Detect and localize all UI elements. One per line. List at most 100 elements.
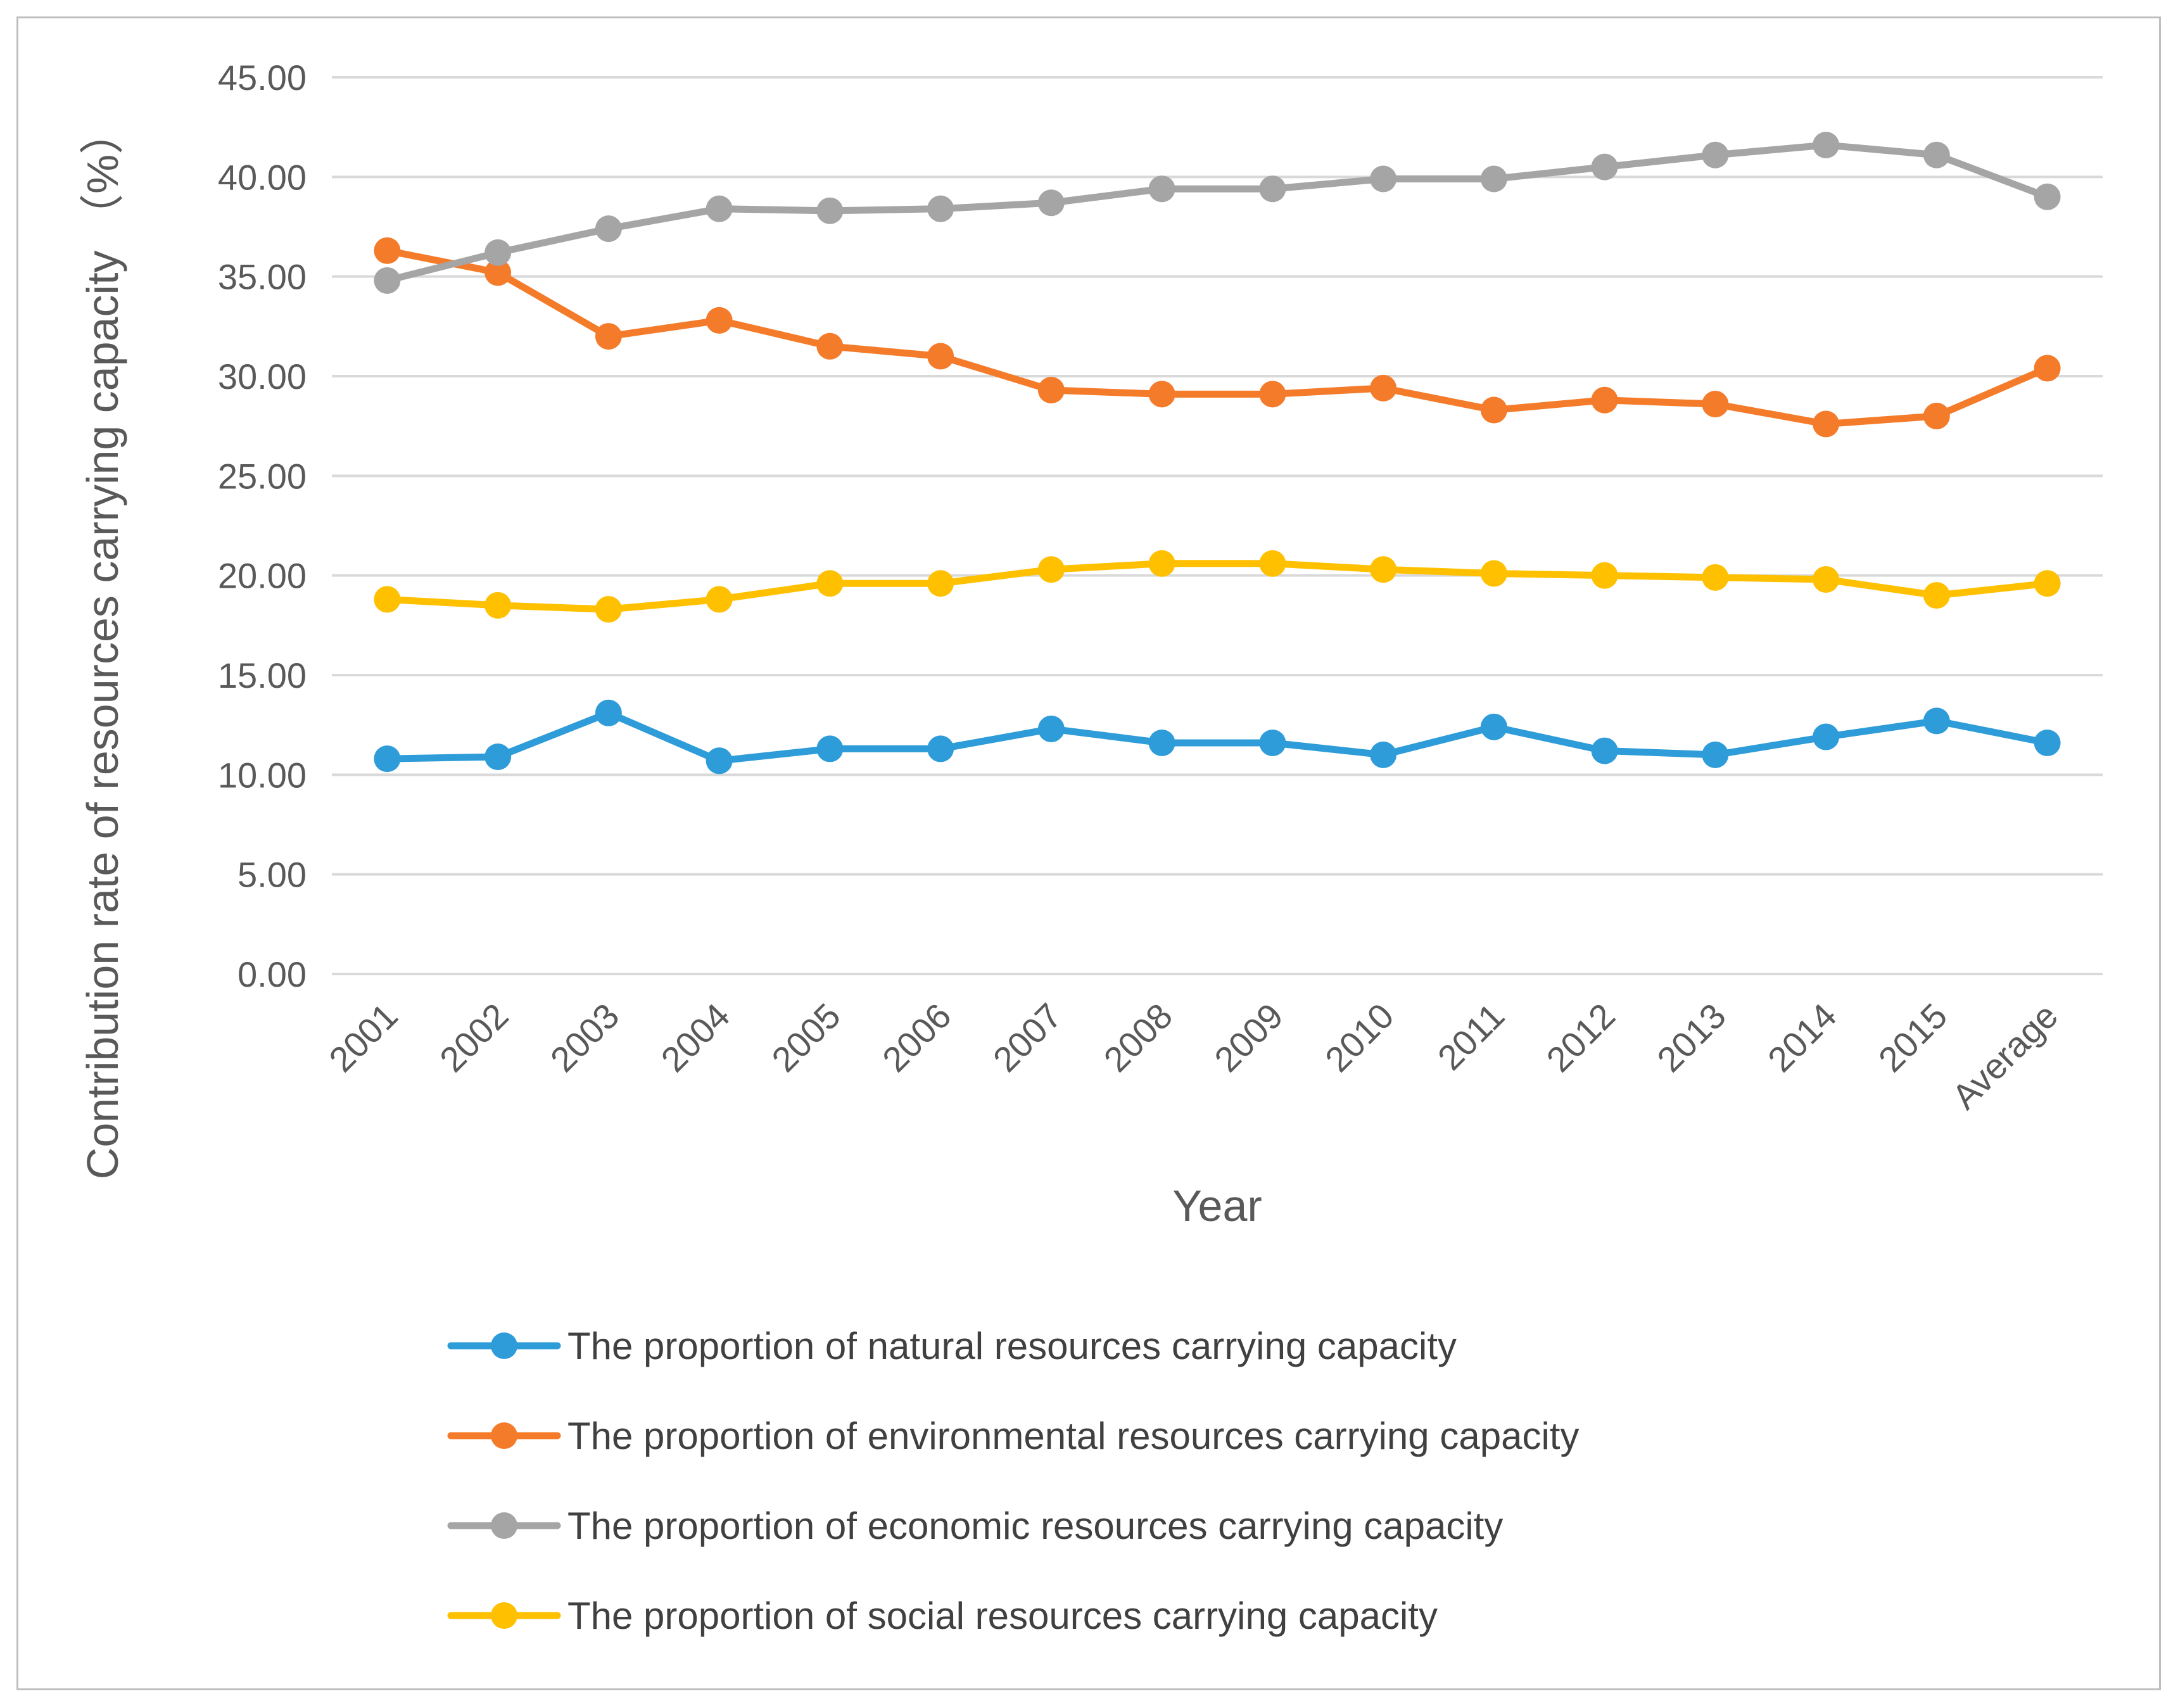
data-point xyxy=(1813,131,1840,158)
data-point xyxy=(1370,741,1397,768)
y-tick-label: 10.00 xyxy=(218,755,307,795)
y-axis-ticks: 0.00 5.00 10.00 15.00 20.00 25.00 30.00 35.00 40… xyxy=(218,58,307,994)
data-point xyxy=(927,735,954,762)
data-point xyxy=(1813,410,1840,438)
data-point xyxy=(1702,391,1729,418)
x-tick-label: 2007 xyxy=(985,996,1070,1080)
legend-label-3: The proportion of social resources carry… xyxy=(567,1595,1438,1637)
data-point xyxy=(706,747,733,775)
data-point xyxy=(595,596,622,623)
y-tick-label: 20.00 xyxy=(218,556,307,596)
data-point xyxy=(1259,729,1286,756)
data-point xyxy=(1259,381,1286,408)
data-point xyxy=(484,591,512,619)
data-point xyxy=(1702,564,1729,591)
x-tick-label: 2015 xyxy=(1871,996,1955,1080)
data-point xyxy=(1923,402,1950,429)
data-point xyxy=(1037,556,1065,583)
series-markers xyxy=(374,131,2061,775)
y-tick-label: 25.00 xyxy=(218,456,307,496)
y-tick-label: 45.00 xyxy=(218,58,307,98)
x-tick-label: 2003 xyxy=(543,996,627,1080)
data-point xyxy=(1591,386,1618,414)
y-axis-title: Contribution rate of resources carrying … xyxy=(78,110,127,1179)
x-tick-label: 2011 xyxy=(1430,996,1512,1078)
legend-label-0: The proportion of natural resources carr… xyxy=(567,1325,1457,1367)
data-point xyxy=(1037,377,1065,404)
x-tick-label: 2002 xyxy=(432,996,516,1080)
data-point xyxy=(1148,550,1175,577)
legend-marker-2 xyxy=(491,1512,517,1539)
data-point xyxy=(1259,550,1286,577)
data-point xyxy=(1037,189,1065,217)
y-tick-label: 5.00 xyxy=(237,855,307,895)
data-point xyxy=(927,570,954,597)
series-lines xyxy=(383,141,2051,764)
data-point xyxy=(2034,183,2061,210)
data-point xyxy=(1370,556,1397,583)
series-line-3 xyxy=(383,560,2051,613)
y-tick-label: 40.00 xyxy=(218,157,307,197)
x-tick-label: 2013 xyxy=(1649,996,1733,1080)
data-point xyxy=(1702,141,1729,168)
x-tick-label: Average xyxy=(1944,996,2065,1117)
data-point xyxy=(595,215,622,243)
x-tick-label: 2014 xyxy=(1760,996,1844,1080)
x-axis-title: Year xyxy=(1172,1181,1262,1230)
data-point xyxy=(927,343,954,370)
data-point xyxy=(1591,153,1618,180)
data-point xyxy=(1813,566,1840,593)
y-tick-label: 30.00 xyxy=(218,357,307,396)
data-point xyxy=(1591,737,1618,764)
data-point xyxy=(1259,175,1286,203)
data-point xyxy=(1480,713,1507,740)
legend-label-2: The proportion of economic resources car… xyxy=(567,1505,1503,1547)
data-point xyxy=(816,197,844,224)
series-line-1 xyxy=(383,247,2051,428)
data-point xyxy=(2034,729,2061,756)
data-point xyxy=(2034,570,2061,597)
x-axis-ticks: 2001 2002 2003 2004 2005 2006 2007 2008 2009 2010… xyxy=(321,996,2065,1117)
data-point xyxy=(1591,562,1618,589)
data-point xyxy=(1370,165,1397,193)
legend-marker-1 xyxy=(491,1422,517,1449)
x-tick-label: 2004 xyxy=(653,996,737,1080)
x-tick-label: 2008 xyxy=(1096,996,1180,1080)
legend-marker-0 xyxy=(491,1332,517,1359)
data-point xyxy=(1148,381,1175,408)
data-point xyxy=(484,259,512,286)
x-tick-label: 2009 xyxy=(1206,996,1291,1080)
data-point xyxy=(595,699,622,726)
data-point xyxy=(816,570,844,597)
data-point xyxy=(1480,560,1507,587)
data-point xyxy=(374,267,401,294)
data-point xyxy=(706,195,733,222)
series-line-2 xyxy=(383,141,2051,284)
data-point xyxy=(1480,396,1507,424)
data-point xyxy=(1923,141,1950,168)
data-point xyxy=(1923,582,1950,609)
x-tick-label: 2001 xyxy=(321,996,405,1080)
data-point xyxy=(484,743,512,771)
data-point xyxy=(927,195,954,222)
data-point xyxy=(1037,715,1065,742)
x-tick-label: 2012 xyxy=(1538,996,1623,1080)
gridlines xyxy=(332,76,2103,975)
data-point xyxy=(816,332,844,360)
data-point xyxy=(374,237,401,264)
x-tick-label: 2010 xyxy=(1317,996,1402,1080)
data-point xyxy=(374,745,401,773)
data-point xyxy=(1702,741,1729,768)
x-tick-label: 2006 xyxy=(875,996,959,1080)
data-point xyxy=(816,735,844,762)
data-point xyxy=(1480,165,1507,193)
legend: The proportion of natural resources carr… xyxy=(447,1325,1579,1637)
data-point xyxy=(706,307,733,334)
legend-label-1: The proportion of environmental resource… xyxy=(567,1415,1579,1457)
y-tick-label: 15.00 xyxy=(218,655,307,695)
series-line-0 xyxy=(383,709,2051,764)
data-point xyxy=(706,586,733,613)
data-point xyxy=(1923,707,1950,735)
y-tick-label: 0.00 xyxy=(237,954,307,994)
x-tick-label: 2005 xyxy=(764,996,848,1080)
